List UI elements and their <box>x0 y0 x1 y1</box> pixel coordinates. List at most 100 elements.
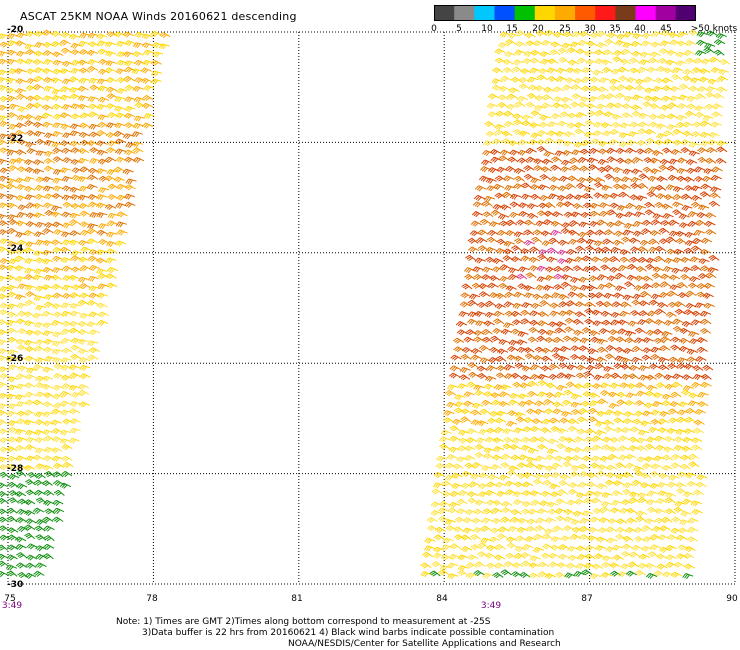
wind-barb <box>702 292 714 299</box>
wind-barb <box>705 91 717 99</box>
wind-barb <box>32 274 44 281</box>
wind-barb <box>42 240 54 247</box>
wind-barb <box>502 255 514 262</box>
wind-barb <box>668 158 680 165</box>
wind-barb <box>482 572 494 579</box>
colorbar-label-20: 20 <box>532 24 544 34</box>
wind-barb <box>510 328 523 335</box>
wind-barb <box>7 248 19 255</box>
wind-barb <box>35 562 47 569</box>
wind-barb <box>77 194 89 201</box>
wind-barb <box>629 491 641 498</box>
wind-barb <box>484 552 496 559</box>
wind-barb <box>683 309 695 316</box>
wind-barb <box>50 30 63 37</box>
wind-barb <box>663 194 675 201</box>
wind-barb <box>609 266 621 274</box>
wind-barb <box>474 257 486 264</box>
wind-barb <box>505 420 518 428</box>
wind-barb <box>33 295 45 302</box>
wind-barb <box>15 444 27 452</box>
wind-barb <box>602 49 614 56</box>
wind-barb <box>0 258 11 265</box>
wind-barb <box>16 552 28 559</box>
wind-barb <box>528 327 540 334</box>
wind-barb <box>579 525 591 533</box>
wind-barb <box>573 570 585 578</box>
wind-barb <box>53 372 65 380</box>
wind-barb <box>678 222 691 229</box>
wind-barb <box>88 167 100 175</box>
wind-barb <box>501 507 513 514</box>
wind-barb <box>585 545 597 552</box>
colorbar-swatch <box>454 5 475 21</box>
wind-barb <box>490 335 502 342</box>
wind-barb <box>687 211 700 218</box>
wind-barb <box>42 366 54 373</box>
wind-barb <box>635 266 647 273</box>
wind-barb <box>660 281 672 288</box>
wind-barb <box>560 166 572 173</box>
wind-barb <box>528 139 540 146</box>
wind-barb <box>534 105 546 112</box>
wind-barb <box>564 326 576 333</box>
wind-barb <box>97 85 109 92</box>
wind-barb <box>583 186 596 193</box>
wind-barb <box>474 561 486 568</box>
wind-barb <box>521 120 533 127</box>
wind-barb <box>526 518 538 525</box>
wind-barb <box>68 274 80 281</box>
wind-barb <box>530 132 542 139</box>
wind-barb <box>429 570 441 577</box>
wind-barb <box>672 139 685 146</box>
wind-barb <box>426 516 438 524</box>
wind-barb <box>494 175 506 182</box>
wind-barb <box>6 284 18 291</box>
wind-barb <box>496 238 508 245</box>
wind-barb <box>632 230 645 237</box>
wind-barb <box>632 418 644 425</box>
wind-barb <box>578 463 590 470</box>
wind-barb <box>645 263 657 271</box>
wind-barb <box>601 184 613 192</box>
wind-barb <box>555 498 567 505</box>
wind-barb <box>674 501 686 508</box>
wind-barb <box>507 32 519 39</box>
wind-barb <box>35 304 47 311</box>
wind-barb <box>26 472 38 479</box>
wind-barb <box>570 401 582 408</box>
wind-barb <box>659 238 671 245</box>
wind-barb <box>530 436 542 443</box>
wind-barb <box>577 416 589 423</box>
wind-barb <box>594 292 606 299</box>
wind-barb <box>25 202 38 209</box>
wind-barb <box>560 227 572 235</box>
wind-barb <box>96 130 108 137</box>
wind-barb <box>441 480 453 487</box>
wind-barb <box>7 112 19 119</box>
wind-barb <box>470 348 483 355</box>
wind-barb <box>699 249 712 256</box>
wind-barb <box>473 330 485 337</box>
wind-barb <box>88 285 100 292</box>
wind-barb <box>569 471 581 478</box>
wind-barb <box>41 310 54 317</box>
wind-barb <box>595 420 607 428</box>
wind-barb <box>634 536 646 543</box>
wind-barb <box>670 149 683 156</box>
wind-barb <box>516 273 528 280</box>
wind-barb <box>25 329 37 336</box>
wind-barb <box>592 69 604 76</box>
wind-barb <box>125 142 137 149</box>
wind-barb <box>42 455 55 462</box>
wind-barb <box>434 526 447 534</box>
wind-barb <box>34 322 46 329</box>
wind-barb <box>16 302 28 309</box>
wind-barb <box>661 77 673 84</box>
wind-barb <box>540 58 552 65</box>
wind-barb <box>603 425 615 432</box>
wind-barb <box>513 291 525 298</box>
wind-barb <box>533 478 544 485</box>
wind-barb <box>634 211 646 218</box>
wind-barb <box>493 384 506 391</box>
